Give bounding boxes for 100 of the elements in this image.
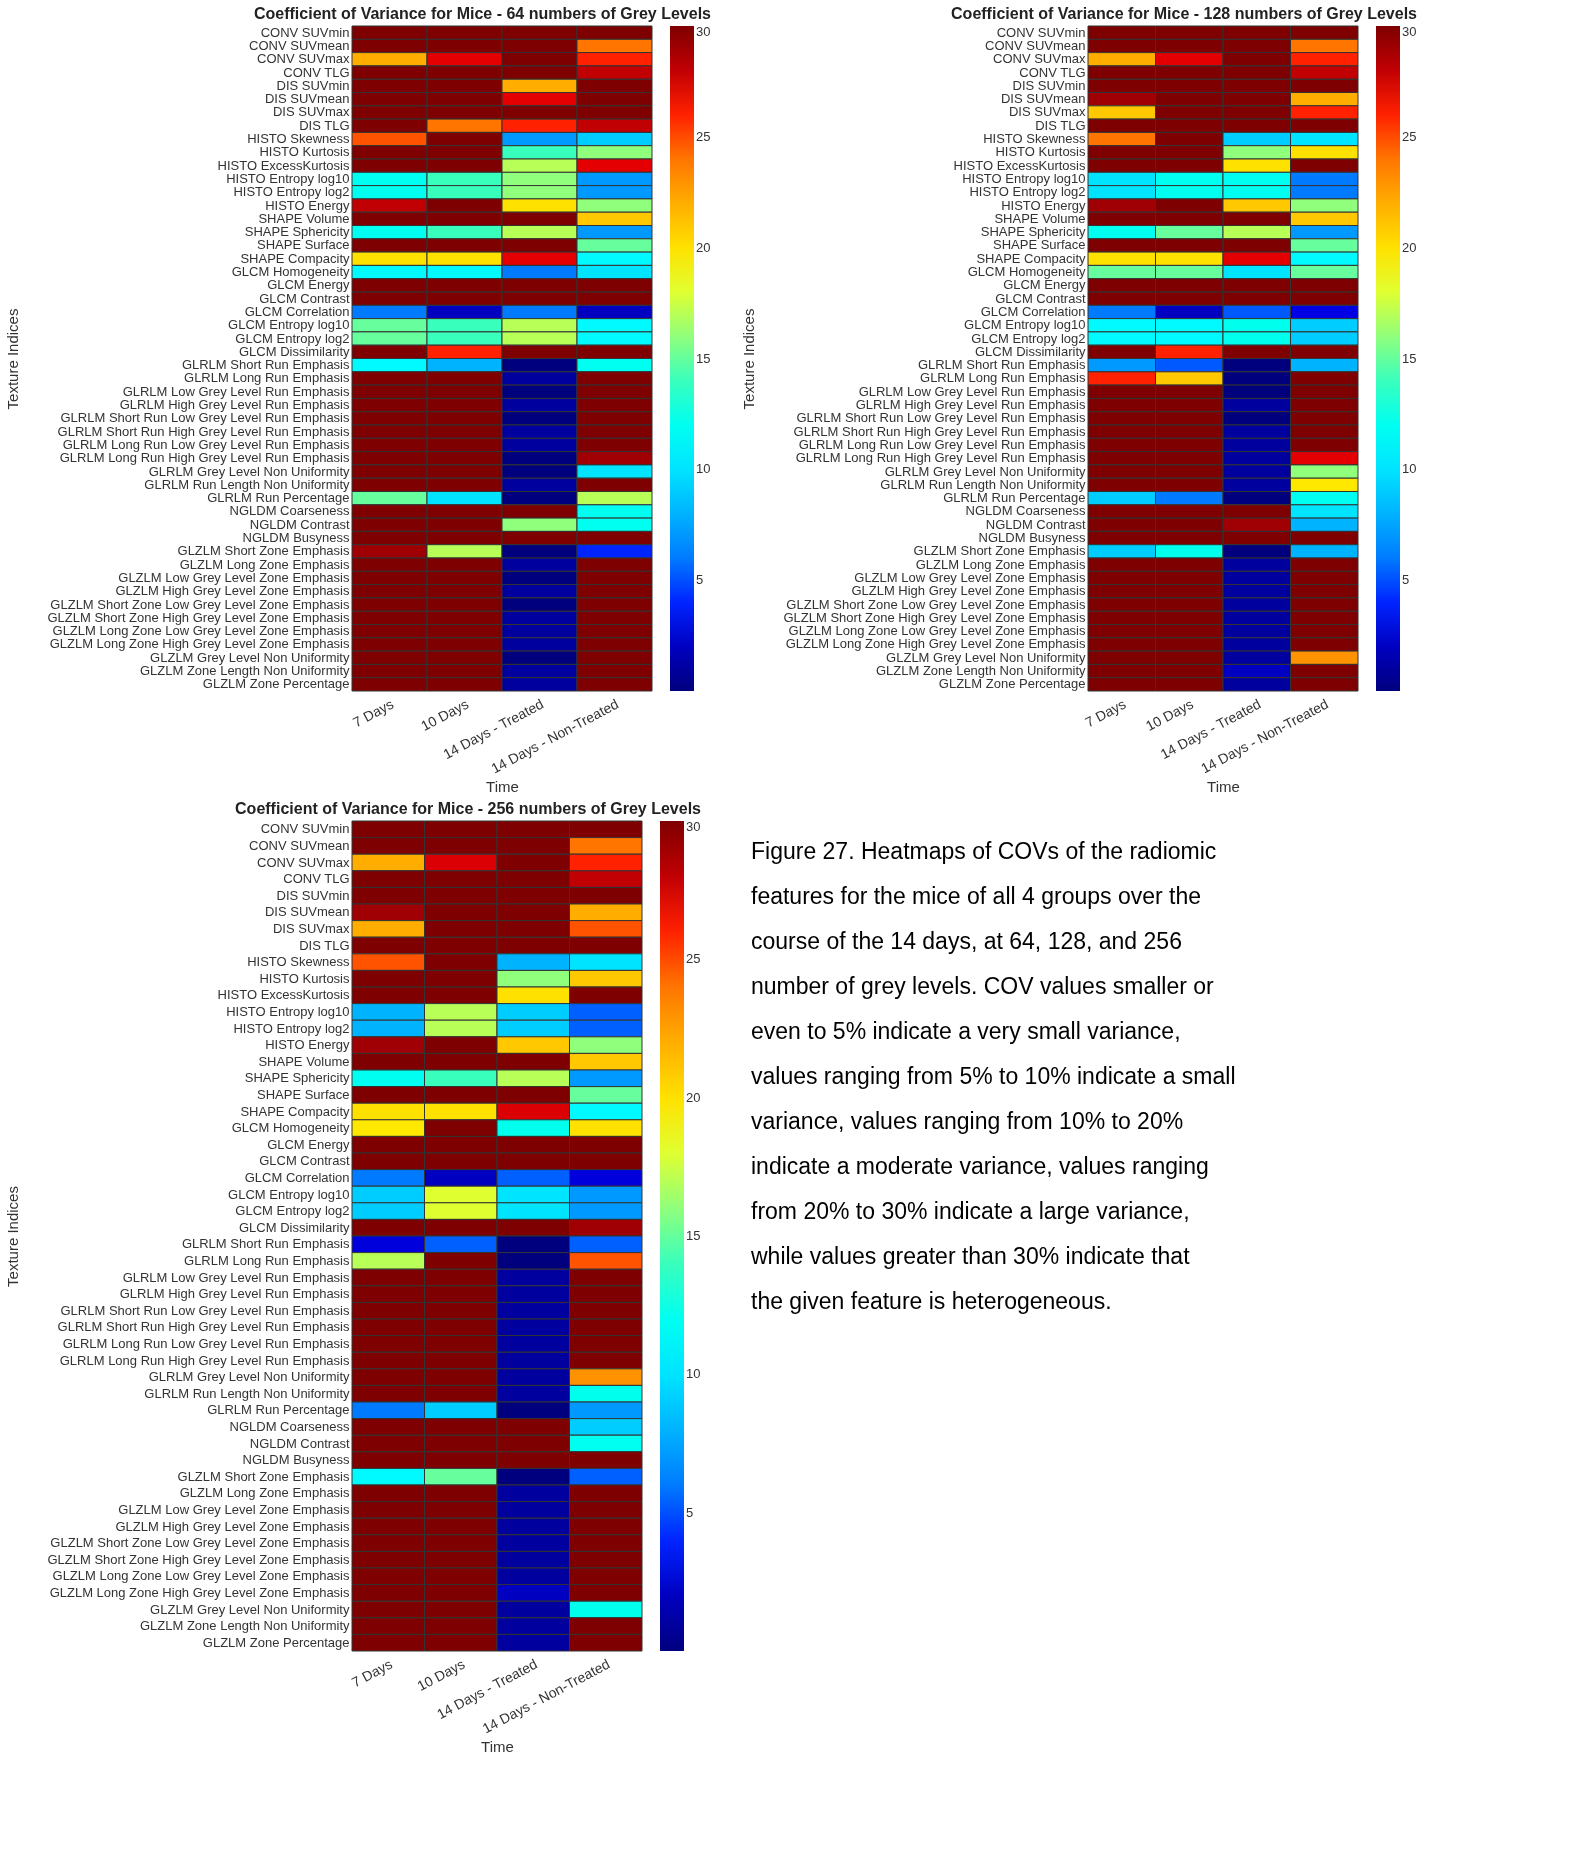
y-tick-label: GLRLM Long Run High Grey Level Run Emphasis bbox=[59, 1352, 350, 1368]
y-tick-label: DIS SUVmax bbox=[272, 920, 350, 936]
y-tick-label: HISTO Skewness bbox=[247, 954, 350, 970]
y-tick-label: CONV TLG bbox=[283, 871, 350, 887]
y-tick-label: CONV SUVmean bbox=[985, 37, 1086, 53]
y-tick-label: NGLDM Busyness bbox=[242, 1452, 350, 1468]
color-bar-label: 15 bbox=[1402, 350, 1417, 366]
y-tick-label: CONV SUVmin bbox=[260, 821, 350, 837]
y-tick-label: GLCM Energy bbox=[267, 1136, 350, 1152]
y-tick-label: GLRLM Long Run Emphasis bbox=[184, 370, 350, 386]
y-tick-label: DIS TLG bbox=[1035, 117, 1086, 133]
y-tick-label: GLZLM Grey Level Non Uniformity bbox=[150, 1601, 350, 1617]
y-tick-label: HISTO Entropy log2 bbox=[233, 1020, 350, 1036]
y-tick-label: GLCM Entropy log10 bbox=[228, 1186, 350, 1202]
y-tick-label: CONV SUVmin bbox=[260, 24, 350, 40]
y-tick-label: GLZLM Zone Length Non Uniformity bbox=[139, 663, 350, 679]
y-tick-label: DIS SUVmin bbox=[276, 887, 350, 903]
y-tick-label: CONV SUVmean bbox=[249, 837, 350, 853]
x-tick-label: 10 Days bbox=[1142, 695, 1196, 734]
y-tick-label: GLZLM Zone Length Non Uniformity bbox=[139, 1618, 350, 1634]
chart-title: Coefficient of Variance for Mice - 256 numbers of Grey Levels bbox=[235, 799, 702, 817]
y-tick-label: GLZLM Short Zone Emphasis bbox=[177, 1468, 350, 1484]
y-tick-label: GLRLM Short Run Emphasis bbox=[917, 357, 1086, 373]
y-tick-label: HISTO Kurtosis bbox=[259, 970, 350, 986]
y-tick-label: HISTO Skewness bbox=[983, 131, 1086, 147]
y-tick-label: CONV SUVmax bbox=[993, 51, 1086, 67]
x-axis-title: Time bbox=[486, 778, 519, 796]
y-tick-label: CONV TLG bbox=[1019, 64, 1086, 80]
y-tick-label: SHAPE Compacity bbox=[240, 1103, 350, 1119]
chart-title: Coefficient of Variance for Mice - 64 numbers of Grey Levels bbox=[253, 4, 712, 22]
y-tick-label: HISTO ExcessKurtosis bbox=[217, 157, 350, 173]
y-tick-label: GLRLM Short Run Low Grey Level Run Emphasis bbox=[60, 1302, 350, 1318]
y-tick-label: GLRLM High Grey Level Run Emphasis bbox=[119, 397, 350, 413]
y-tick-label: GLRLM Run Percentage bbox=[207, 1402, 350, 1418]
y-tick-label: DIS TLG bbox=[299, 937, 350, 953]
color-bar-label: 5 bbox=[1402, 572, 1410, 588]
y-tick-label: GLCM Homogeneity bbox=[231, 1120, 350, 1136]
y-tick-label: HISTO Kurtosis bbox=[995, 144, 1086, 160]
color-bar-label: 10 bbox=[696, 461, 711, 477]
color-bar-label: 20 bbox=[1402, 239, 1417, 255]
y-tick-label: GLZLM Zone Length Non Uniformity bbox=[875, 663, 1086, 679]
color-bar-label: 20 bbox=[696, 239, 711, 255]
y-tick-label: NGLDM Busyness bbox=[978, 530, 1086, 546]
color-bar-label: 30 bbox=[696, 24, 711, 39]
y-tick-label: GLZLM Low Grey Level Zone Emphasis bbox=[118, 1501, 350, 1517]
y-tick-label: DIS SUVmean bbox=[264, 91, 350, 107]
y-tick-label: GLZLM Long Zone High Grey Level Zone Emphasis bbox=[49, 1584, 350, 1600]
y-tick-label: GLRLM Long Run Low Grey Level Run Emphasis bbox=[62, 1335, 350, 1351]
y-tick-label: GLRLM Low Grey Level Run Emphasis bbox=[122, 1269, 350, 1285]
y-tick-label: DIS SUVmin bbox=[1012, 77, 1086, 93]
y-tick-label: HISTO Energy bbox=[265, 1037, 350, 1053]
y-tick-label: GLCM Entropy log10 bbox=[228, 317, 350, 333]
y-tick-label: NGLDM Coarseness bbox=[229, 1418, 350, 1434]
y-tick-label: SHAPE Compacity bbox=[976, 250, 1086, 266]
y-tick-label: NGLDM Busyness bbox=[242, 530, 350, 546]
y-tick-label: GLCM Homogeneity bbox=[231, 264, 350, 280]
y-tick-label: DIS SUVmax bbox=[272, 104, 350, 120]
y-tick-label: GLRLM Run Length Non Uniformity bbox=[144, 1385, 350, 1401]
y-tick-label: SHAPE Surface bbox=[257, 1086, 350, 1102]
x-tick-label: 7 Days bbox=[348, 1655, 395, 1691]
y-tick-label: GLCM Entropy log2 bbox=[235, 1203, 350, 1219]
y-axis-title: Texture Indices bbox=[740, 308, 758, 410]
y-tick-label: GLZLM Short Zone Emphasis bbox=[913, 543, 1086, 559]
color-bar-label: 10 bbox=[686, 1366, 701, 1382]
y-tick-label: DIS SUVmean bbox=[1000, 91, 1086, 107]
y-tick-label: CONV SUVmean bbox=[249, 37, 350, 53]
y-tick-label: GLZLM Long Zone Low Grey Level Zone Emphasis bbox=[52, 1568, 350, 1584]
y-tick-label: HISTO Entropy log10 bbox=[962, 170, 1086, 186]
text: Figure 27. Heatmaps of COVs of the radiomic features for the mice of all 4 groups over the course of the 14 days, at 64, 128, and 256 number of grey levels. COV values smaller or even to 5% indicate a very small variance, values ranging from 5% to 10% indicate a small variance, values ranging from 10% to 20% indicate a moderate variance, values ranging from 20% to 30% indicate a large variance, while values greater than 30% indicate that the given feature is heterogeneous. bbox=[751, 838, 1236, 1314]
x-tick-label: 10 Days bbox=[414, 1655, 468, 1694]
y-tick-label: HISTO Entropy log10 bbox=[226, 170, 350, 186]
y-tick-label: SHAPE Sphericity bbox=[244, 224, 350, 240]
chart-title: Coefficient of Variance for Mice - 128 numbers of Grey Levels bbox=[951, 4, 1418, 22]
color-bar-label: 10 bbox=[1402, 461, 1417, 477]
y-tick-label: CONV SUVmax bbox=[257, 854, 350, 870]
y-tick-label: HISTO Kurtosis bbox=[259, 144, 350, 160]
y-tick-label: GLZLM Zone Percentage bbox=[202, 1634, 350, 1650]
x-tick-label: 7 Days bbox=[350, 695, 397, 731]
y-tick-label: GLRLM High Grey Level Run Emphasis bbox=[855, 397, 1086, 413]
y-tick-label: SHAPE Sphericity bbox=[244, 1070, 350, 1086]
color-bar-label: 5 bbox=[696, 572, 704, 588]
x-axis-title: Time bbox=[1207, 778, 1240, 796]
y-tick-label: GLZLM Long Zone Emphasis bbox=[915, 556, 1086, 572]
y-tick-label: GLRLM Short Run Emphasis bbox=[181, 357, 350, 373]
y-tick-label: GLRLM High Grey Level Run Emphasis bbox=[119, 1286, 350, 1302]
color-bar-label: 30 bbox=[686, 819, 701, 834]
y-tick-label: GLRLM Long Run Emphasis bbox=[184, 1252, 350, 1268]
y-tick-label: GLCM Entropy log10 bbox=[964, 317, 1086, 333]
y-tick-label: CONV SUVmax bbox=[257, 51, 350, 67]
y-tick-label: DIS SUVmax bbox=[1008, 104, 1086, 120]
y-tick-label: GLRLM Short Run Emphasis bbox=[181, 1236, 350, 1252]
color-bar-label: 5 bbox=[686, 1504, 694, 1520]
x-axis-title: Time bbox=[481, 1738, 514, 1756]
y-tick-label: GLRLM Short Run High Grey Level Run Emphasis bbox=[57, 1319, 350, 1335]
x-tick-label: 10 Days bbox=[418, 695, 472, 734]
y-tick-label: CONV TLG bbox=[283, 64, 350, 80]
y-tick-label: GLZLM Long Zone Emphasis bbox=[179, 556, 350, 572]
y-tick-label: GLCM Dissimilarity bbox=[239, 1219, 350, 1235]
color-bar-label: 20 bbox=[686, 1089, 701, 1105]
color-bar-label: 15 bbox=[696, 350, 711, 366]
